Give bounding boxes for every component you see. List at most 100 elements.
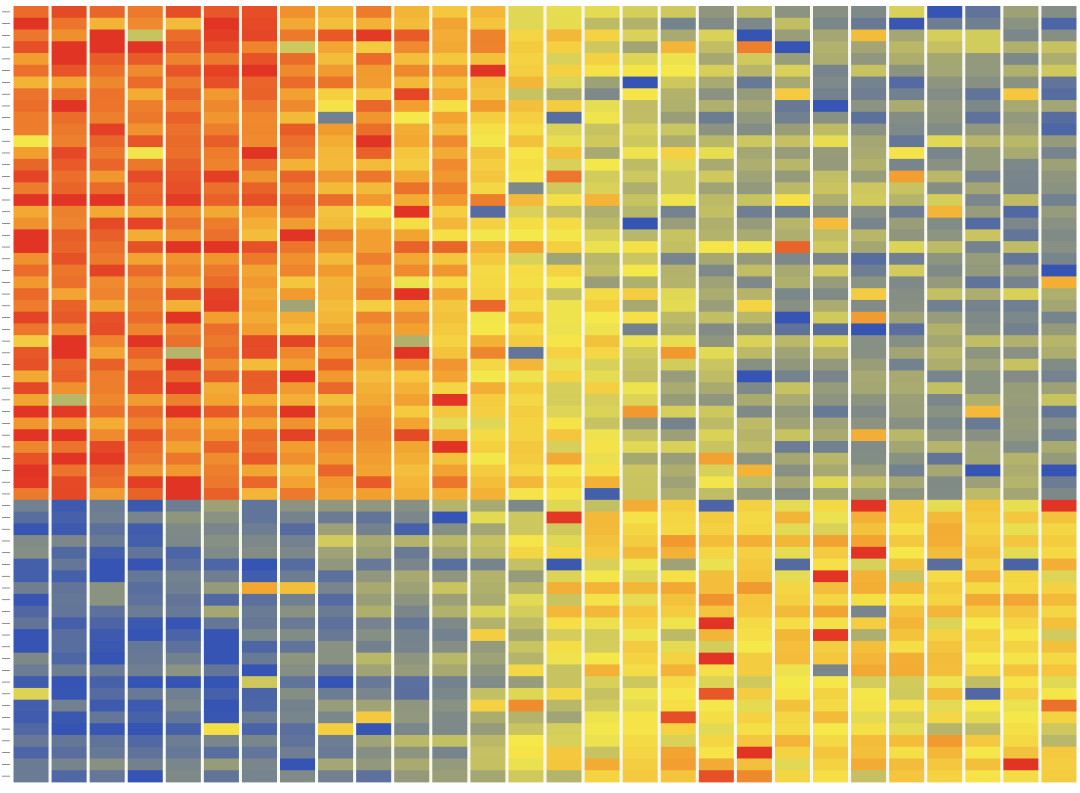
heatmap-cell: [736, 76, 772, 89]
heatmap-cell: [470, 734, 506, 748]
heatmap-cell: [356, 76, 392, 89]
heatmap-cell: [280, 523, 316, 536]
heatmap-cell: [241, 241, 277, 254]
heatmap-cell: [927, 417, 963, 430]
heatmap-cell: [241, 76, 277, 89]
heatmap-cell: [774, 687, 810, 701]
heatmap-cell: [813, 652, 849, 665]
heatmap-cell: [280, 229, 316, 242]
heatmap-cell: [89, 699, 125, 712]
heatmap-cell: [470, 664, 506, 677]
heatmap-cell: [660, 264, 696, 277]
heatmap-cell: [774, 664, 810, 677]
heatmap-cell: [51, 770, 87, 783]
heatmap-cell: [203, 311, 239, 324]
heatmap-cell: [127, 405, 163, 418]
heatmap-cell: [736, 746, 772, 759]
heatmap-cell: [889, 570, 925, 583]
heatmap-cell: [927, 100, 963, 113]
heatmap-cell: [280, 370, 316, 383]
heatmap-cell: [546, 182, 582, 195]
heatmap-cell: [318, 53, 354, 66]
heatmap-cell: [584, 629, 620, 642]
heatmap-cell: [736, 370, 772, 383]
heatmap-cell: [736, 241, 772, 254]
heatmap-cell: [280, 53, 316, 66]
heatmap-cell: [241, 170, 277, 183]
heatmap-cell: [432, 582, 468, 595]
heatmap-cell: [13, 182, 49, 195]
heatmap-cell: [1041, 734, 1077, 748]
heatmap-cell: [698, 429, 734, 442]
heatmap-cell: [813, 147, 849, 160]
heatmap-cell: [889, 617, 925, 630]
heatmap-cell: [508, 323, 544, 336]
heatmap-cell: [394, 323, 430, 336]
heatmap-cell: [127, 770, 163, 783]
heatmap-cell: [813, 311, 849, 324]
heatmap-cell: [736, 29, 772, 42]
heatmap-cell: [89, 53, 125, 66]
heatmap-cell: [1003, 711, 1039, 724]
heatmap-cell: [1003, 323, 1039, 336]
heatmap-cell: [813, 335, 849, 348]
heatmap-cell: [546, 41, 582, 54]
heatmap-cell: [698, 76, 734, 89]
heatmap-cell: [1041, 429, 1077, 442]
heatmap-cell: [394, 382, 430, 395]
heatmap-cell: [584, 311, 620, 324]
heatmap-cell: [13, 311, 49, 324]
heatmap-cell: [241, 100, 277, 113]
heatmap-cell: [470, 770, 506, 783]
heatmap-cell: [165, 676, 201, 689]
heatmap-cell: [165, 452, 201, 465]
heatmap-cell: [89, 746, 125, 759]
heatmap-cell: [51, 511, 87, 524]
heatmap-cell: [165, 323, 201, 336]
heatmap-cell: [927, 123, 963, 136]
heatmap-cell: [470, 535, 506, 548]
heatmap-cell: [851, 464, 887, 477]
heatmap-cell: [698, 558, 734, 571]
heatmap-cell: [813, 276, 849, 289]
heatmap-cell: [965, 499, 1001, 512]
heatmap-cell: [889, 182, 925, 195]
heatmap-cell: [508, 488, 544, 501]
heatmap-cell: [13, 111, 49, 124]
heatmap-cell: [965, 17, 1001, 30]
heatmap-cell: [622, 252, 658, 266]
heatmap-cell: [698, 546, 734, 560]
heatmap-cell: [165, 264, 201, 277]
heatmap-cell: [774, 652, 810, 665]
heatmap-cell: [1041, 687, 1077, 701]
heatmap-cell: [470, 135, 506, 148]
heatmap-cell: [165, 299, 201, 313]
heatmap-cell: [584, 558, 620, 571]
heatmap-cell: [508, 76, 544, 89]
heatmap-cell: [660, 100, 696, 113]
heatmap-cell: [1003, 170, 1039, 183]
heatmap-cell: [813, 29, 849, 42]
heatmap-cell: [356, 111, 392, 124]
heatmap-cell: [470, 323, 506, 336]
heatmap-cell: [51, 346, 87, 360]
heatmap-cell: [965, 147, 1001, 160]
heatmap-cell: [736, 111, 772, 124]
heatmap-cell: [736, 158, 772, 172]
heatmap-cell: [470, 441, 506, 454]
heatmap-cell: [470, 229, 506, 242]
heatmap-cell: [851, 511, 887, 524]
heatmap-cell: [280, 135, 316, 148]
heatmap-cell: [241, 123, 277, 136]
heatmap-cell: [889, 299, 925, 313]
heatmap-cell: [432, 770, 468, 783]
heatmap-cell: [851, 617, 887, 630]
heatmap-cell: [127, 370, 163, 383]
heatmap-cell: [318, 382, 354, 395]
heatmap-cell: [660, 629, 696, 642]
heatmap-cell: [622, 687, 658, 701]
heatmap-cell: [165, 546, 201, 560]
heatmap-cell: [965, 288, 1001, 301]
heatmap-cell: [546, 370, 582, 383]
